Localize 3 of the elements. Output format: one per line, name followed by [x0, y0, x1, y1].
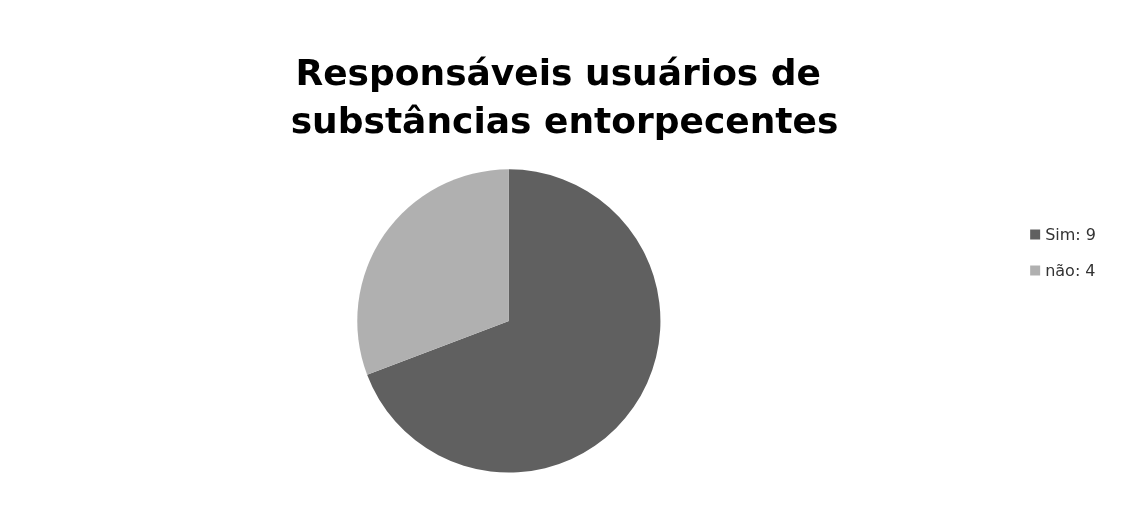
- legend-label: Sim: 9: [1045, 225, 1096, 244]
- legend-label: não: 4: [1045, 261, 1096, 280]
- chart-title: Responsáveis usuários de substâncias entorpecentes: [290, 51, 839, 141]
